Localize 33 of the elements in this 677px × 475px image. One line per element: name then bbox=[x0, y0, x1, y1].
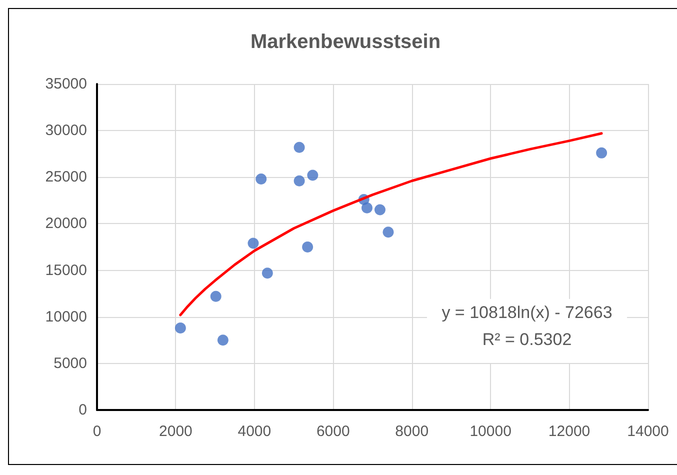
y-tick-label: 10000 bbox=[45, 308, 87, 326]
x-tick-label: 10000 bbox=[470, 423, 512, 440]
y-tick-label: 0 bbox=[78, 402, 87, 418]
x-tick-label: 14000 bbox=[627, 423, 669, 440]
point bbox=[302, 242, 314, 252]
y-tick-label: 30000 bbox=[45, 122, 87, 140]
point bbox=[210, 290, 222, 302]
point bbox=[262, 268, 273, 279]
point bbox=[307, 170, 318, 181]
point bbox=[256, 174, 267, 185]
x-tick-label: 2000 bbox=[159, 423, 192, 440]
x-tick-label: 8000 bbox=[395, 423, 429, 440]
point bbox=[217, 334, 228, 346]
point bbox=[174, 322, 186, 334]
y-tick-label: 15000 bbox=[45, 262, 87, 279]
chart-title: Markenbewusstsein bbox=[250, 31, 441, 53]
x-tick-label: 12000 bbox=[548, 423, 590, 440]
point bbox=[374, 204, 386, 216]
annotation: y = 10818ln(x) - 72663 bbox=[442, 303, 612, 322]
x-tick-label: 0 bbox=[92, 423, 102, 440]
point bbox=[294, 175, 305, 186]
point bbox=[294, 142, 305, 153]
x-tick-label: 4000 bbox=[238, 423, 272, 440]
annotation: R² = 0.5302 bbox=[482, 330, 572, 349]
y-tick-label: 25000 bbox=[45, 168, 87, 186]
point bbox=[362, 202, 372, 214]
x-tick-label: 6000 bbox=[316, 423, 350, 440]
y-tick-label: 35000 bbox=[45, 76, 87, 92]
y-tick-label: 20000 bbox=[45, 215, 87, 232]
point bbox=[248, 238, 259, 249]
point bbox=[382, 226, 394, 238]
y-tick-label: 5000 bbox=[54, 354, 87, 372]
point bbox=[596, 147, 608, 158]
